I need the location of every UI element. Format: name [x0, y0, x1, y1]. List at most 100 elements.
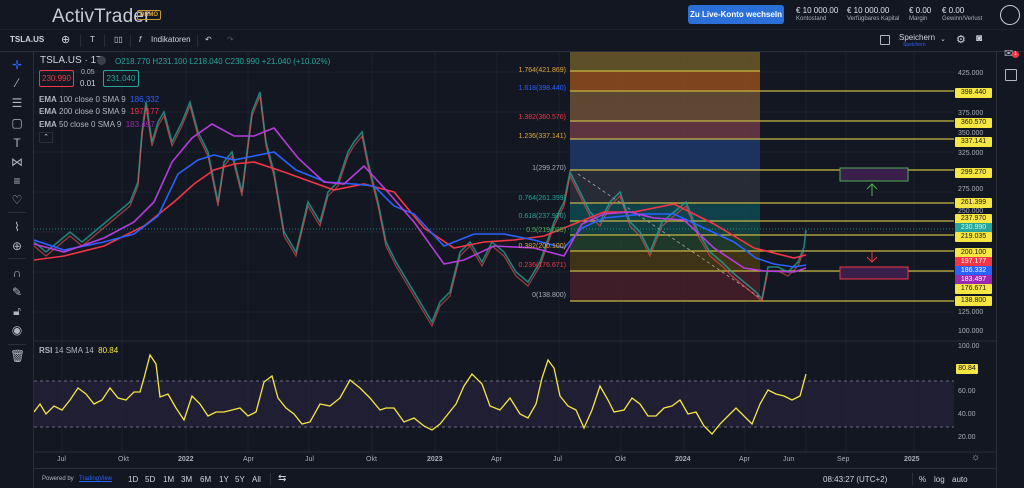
ruler-icon[interactable]: ⌇: [14, 220, 20, 234]
trendline-icon[interactable]: ⁄: [15, 76, 18, 90]
spread-bottom: 0.01: [80, 79, 96, 88]
rectangle-icon[interactable]: ▢: [11, 116, 23, 130]
indicators-button[interactable]: Indikatoren: [151, 35, 191, 44]
time-axis-label: Okt: [366, 456, 377, 463]
switch-live-account-button[interactable]: Zu Live-Konto wechseln: [688, 5, 784, 24]
price-chart-canvas[interactable]: [34, 52, 996, 468]
range-5d[interactable]: 5D: [145, 475, 156, 484]
rsi-line: [34, 353, 807, 435]
collapse-legend-icon[interactable]: [97, 56, 106, 65]
symbol-selector[interactable]: TSLA.US: [10, 35, 45, 44]
range-1d[interactable]: 1D: [128, 475, 139, 484]
fib-label: 1(299.270): [532, 165, 566, 172]
price-tag: 299.270: [955, 168, 992, 178]
current-price-tag: 230.990: [955, 223, 992, 233]
layout-checkbox-icon[interactable]: [880, 35, 890, 45]
drawing-toolbar: ✛ ⁄ ☰ ▢ T ⋈ ≡ ♡ ⌇ ⊕ ∩ ✎ 🔓︎ ◉ 🗑︎: [0, 52, 34, 488]
undo-icon[interactable]: ↶: [205, 35, 212, 44]
save-button[interactable]: Speichern: [899, 33, 936, 42]
right-sidebar: ✉ 1: [996, 48, 1024, 488]
unlock-icon[interactable]: 🔓︎: [13, 304, 21, 318]
rsi-axis-label: 40.00: [958, 411, 976, 418]
divider: [8, 344, 26, 345]
rsi-value-tag: 80.84: [956, 364, 978, 374]
buy-price-button[interactable]: 231.040: [103, 70, 139, 87]
fib-label: 0.236(176.671): [518, 262, 566, 269]
time-axis-label: Jul: [305, 456, 314, 463]
notification-badge: 1: [1012, 51, 1019, 58]
arrow-up-icon: [866, 183, 878, 196]
candlestick-series: [34, 91, 807, 324]
percent-toggle[interactable]: %: [919, 475, 927, 484]
watchlist-icon[interactable]: [1005, 69, 1017, 81]
eye-icon[interactable]: ◉: [11, 323, 23, 337]
magnet-icon[interactable]: ∩: [12, 266, 22, 280]
range-1m[interactable]: 1M: [163, 475, 175, 484]
zoom-in-icon[interactable]: ⊕: [11, 239, 23, 253]
price-tag: 200.100: [955, 248, 992, 258]
price-axis-label: 250.000: [958, 208, 984, 215]
trash-icon[interactable]: 🗑︎: [10, 349, 26, 363]
function-icon: f: [139, 35, 142, 44]
crosshair-icon[interactable]: ✛: [11, 58, 23, 72]
auto-toggle[interactable]: auto: [952, 475, 968, 484]
range-3m[interactable]: 3M: [181, 475, 193, 484]
price-axis-label: 350.000: [958, 130, 984, 137]
save-dropdown-icon[interactable]: ⌄: [940, 36, 946, 43]
sell-price-button[interactable]: 230.990: [39, 70, 74, 87]
add-symbol-icon[interactable]: ⊕: [61, 34, 71, 46]
tradingview-link[interactable]: TradingView: [79, 476, 113, 482]
range-1y[interactable]: 1Y: [219, 475, 229, 484]
log-toggle[interactable]: log: [934, 475, 945, 484]
messages-icon[interactable]: ✉: [1004, 48, 1014, 60]
ema-200-line: [34, 161, 807, 261]
go-to-date-icon[interactable]: ⇆: [278, 473, 287, 484]
settings-gear-icon[interactable]: ⚙: [956, 34, 966, 46]
heart-icon[interactable]: ♡: [11, 193, 23, 207]
fib-label: 1.618(398.440): [518, 85, 566, 92]
time-axis-label: Apr: [739, 456, 750, 463]
arrow-down-icon: [866, 250, 878, 263]
app-logo: ActivTrader: [52, 6, 151, 27]
range-5y[interactable]: 5Y: [235, 475, 245, 484]
price-axis-label: 425.000: [958, 70, 984, 77]
range-6m[interactable]: 6M: [200, 475, 212, 484]
candle-type-icon[interactable]: ▯▯: [114, 35, 123, 44]
short-position-box[interactable]: [839, 266, 909, 280]
time-axis-label: Apr: [491, 456, 502, 463]
save-sub-label: Speichern: [903, 42, 926, 48]
user-avatar-icon[interactable]: [1000, 5, 1020, 25]
fib-icon[interactable]: ≡: [13, 174, 21, 188]
chart-toolbar: TSLA.US ⊕ T ▯▯ f Indikatoren ↶ ↷ Speiche…: [0, 30, 1024, 52]
axis-settings-icon[interactable]: ☼: [971, 452, 981, 463]
price-axis-label: 275.000: [958, 186, 984, 193]
divider: [8, 212, 26, 213]
spread-top: 0.05: [81, 69, 95, 76]
lock-drawing-icon[interactable]: ✎: [11, 285, 23, 299]
price-tag: 138.800: [955, 296, 992, 306]
horizontal-lines-icon[interactable]: ☰: [11, 96, 23, 110]
time-axis-label: Jun: [783, 456, 795, 463]
rsi-axis-label: 60.00: [958, 388, 976, 395]
clock-time: 08:43:27 (UTC+2): [823, 475, 888, 484]
price-axis-label: 100.000: [958, 328, 984, 335]
stat-margin: € 0.00 Margin: [909, 6, 932, 22]
redo-icon[interactable]: ↷: [227, 35, 234, 44]
interval-selector[interactable]: T: [90, 35, 95, 44]
powered-by-label: Powered by: [42, 476, 74, 482]
time-axis-label: 2022: [178, 456, 194, 463]
time-axis-label: Jul: [57, 456, 66, 463]
divider: [912, 473, 913, 485]
camera-icon[interactable]: ◙: [976, 33, 983, 44]
divider: [130, 35, 131, 47]
long-position-box[interactable]: [839, 167, 909, 182]
pattern-icon[interactable]: ⋈: [11, 155, 23, 169]
chart-title: TSLA.US · 1T: [40, 55, 103, 66]
time-axis-label: Sep: [837, 456, 850, 463]
collapse-indicators-icon[interactable]: ⌃: [39, 132, 53, 143]
text-icon[interactable]: T: [13, 136, 21, 150]
divider: [104, 35, 105, 47]
price-tag: 219.035: [955, 232, 992, 242]
range-all[interactable]: All: [252, 475, 261, 484]
ema-50-tag: 183.497: [955, 275, 992, 285]
